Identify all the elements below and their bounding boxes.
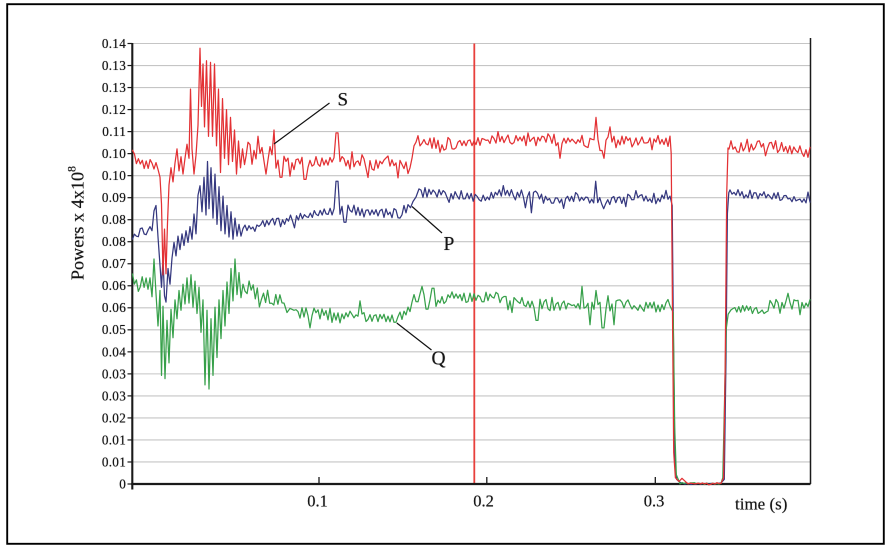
svg-text:0.06: 0.06 [102, 278, 126, 293]
svg-text:P: P [444, 234, 455, 255]
svg-text:0.08: 0.08 [102, 212, 126, 227]
svg-text:0.13: 0.13 [102, 58, 126, 73]
svg-text:Q: Q [432, 349, 446, 370]
svg-text:0.11: 0.11 [102, 124, 126, 139]
svg-text:0.10: 0.10 [102, 168, 126, 183]
svg-text:0.05: 0.05 [102, 322, 126, 337]
svg-text:0.08: 0.08 [102, 234, 126, 249]
svg-text:0.06: 0.06 [102, 300, 126, 315]
svg-text:0: 0 [119, 476, 126, 491]
svg-text:0.07: 0.07 [102, 256, 126, 271]
svg-text:0.01: 0.01 [102, 454, 126, 469]
svg-text:0.01: 0.01 [102, 432, 126, 447]
svg-text:Powers x 4x108: Powers x 4x108 [65, 166, 88, 280]
svg-text:0.09: 0.09 [102, 190, 126, 205]
svg-text:0.1: 0.1 [307, 492, 328, 511]
svg-text:0.3: 0.3 [644, 492, 665, 511]
svg-text:S: S [338, 90, 349, 111]
svg-text:0.04: 0.04 [102, 344, 126, 359]
svg-text:0.10: 0.10 [102, 146, 126, 161]
svg-text:0.03: 0.03 [102, 366, 126, 381]
svg-text:0.12: 0.12 [102, 102, 126, 117]
svg-text:0.2: 0.2 [473, 492, 494, 511]
svg-text:0.13: 0.13 [102, 80, 126, 95]
svg-text:time (s): time (s) [735, 495, 787, 514]
svg-text:0.02: 0.02 [102, 410, 126, 425]
svg-text:0.03: 0.03 [102, 388, 126, 403]
svg-text:0.14: 0.14 [102, 36, 126, 51]
